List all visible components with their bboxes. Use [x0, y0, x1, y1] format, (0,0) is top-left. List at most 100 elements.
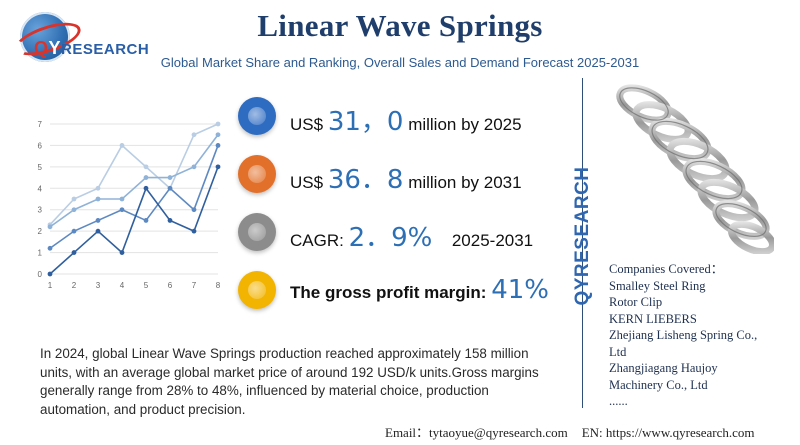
data-point: [143, 185, 149, 191]
stat-suffix: million by 2025: [408, 115, 522, 134]
data-point: [143, 218, 149, 223]
globe-icon: [238, 271, 276, 309]
x-tick-label: 4: [120, 281, 125, 290]
globe-icon: [20, 12, 70, 62]
companies-covered: Companies Covered： Smalley Steel Ring Ro…: [609, 261, 799, 410]
stat-2031: US$ 36．8 million by 2031: [238, 155, 568, 195]
x-tick-label: 5: [144, 281, 149, 290]
x-tick-label: 6: [168, 281, 173, 290]
stat-value: 41%: [491, 275, 549, 305]
stat-value: 2．9%: [348, 223, 433, 253]
data-point: [119, 207, 125, 213]
globe-icon: [238, 155, 276, 193]
y-tick-label: 6: [38, 141, 43, 150]
data-point: [191, 164, 197, 170]
data-point: [143, 175, 149, 180]
contact-footer: Email：tytaoyue@qyresearch.com EN: https:/…: [385, 422, 755, 441]
stat-suffix: million by 2031: [408, 173, 522, 192]
data-point: [215, 143, 221, 148]
stat-prefix: US$: [290, 173, 324, 192]
stat-text: CAGR: 2．9% 2025-2031: [290, 217, 533, 254]
company-item: Rotor Clip: [609, 295, 663, 309]
market-description: In 2024, global Linear Wave Springs prod…: [40, 346, 539, 417]
data-point: [191, 207, 197, 213]
company-item: Smalley Steel Ring: [609, 278, 706, 293]
x-tick-label: 7: [192, 281, 197, 290]
x-tick-label: 2: [72, 281, 77, 290]
globe-icon: [238, 213, 276, 251]
spring-image: [604, 82, 776, 256]
qyresearch-logo: QYRESEARCH: [11, 10, 151, 66]
globe-icon: [238, 97, 276, 135]
y-tick-label: 4: [38, 184, 43, 193]
data-point: [95, 185, 101, 191]
y-tick-label: 3: [38, 206, 43, 215]
stat-text: US$ 31，0 million by 2025: [290, 101, 522, 138]
data-point: [47, 271, 53, 277]
data-point: [71, 228, 77, 234]
data-point: [167, 175, 173, 180]
stat-cagr: CAGR: 2．9% 2025-2031: [238, 213, 568, 253]
data-point: [119, 196, 125, 202]
series-line: [49, 134, 219, 228]
data-point: [191, 228, 197, 234]
y-tick-label: 0: [38, 270, 43, 279]
stat-value: 31，0: [327, 107, 404, 137]
page-title: Linear Wave Springs: [257, 8, 543, 43]
stat-2025: US$ 31，0 million by 2025: [238, 97, 568, 137]
series-line: [49, 123, 219, 226]
data-point: [95, 196, 101, 202]
company-item: Zhejiang Lisheng Spring Co.,: [609, 328, 758, 342]
page-subtitle: Global Market Share and Ranking, Overall…: [160, 55, 640, 70]
email-label: Email：: [385, 425, 430, 440]
spring-illustration: [604, 82, 776, 256]
vertical-brand: QYRESEARCH: [568, 166, 598, 310]
stat-prefix: CAGR:: [290, 231, 344, 250]
data-point: [47, 245, 53, 251]
data-point: [215, 132, 221, 138]
email-link[interactable]: tytaoyue@qyresearch.com: [429, 425, 568, 440]
series-line: [49, 166, 219, 275]
website-label: EN:: [581, 425, 603, 440]
data-point: [71, 207, 77, 213]
company-item: ......: [609, 394, 628, 408]
data-point: [215, 121, 221, 127]
data-point: [95, 218, 101, 223]
stat-text: The gross profit margin: 41%: [290, 275, 549, 305]
data-point: [71, 250, 77, 255]
series-line: [49, 145, 219, 249]
data-point: [191, 132, 197, 138]
company-item: Ltd: [609, 344, 627, 359]
x-tick-label: 3: [96, 281, 101, 290]
logo-text: QYRESEARCH: [34, 38, 150, 58]
y-tick-label: 7: [38, 120, 43, 129]
vertical-divider: [582, 78, 583, 408]
data-point: [47, 224, 53, 230]
y-tick-label: 5: [38, 163, 43, 172]
data-point: [119, 250, 125, 255]
y-tick-label: 2: [38, 227, 43, 236]
companies-heading: Companies Covered：: [609, 262, 724, 276]
data-point: [95, 228, 101, 234]
data-point: [167, 218, 173, 223]
company-item: KERN LIEBERS: [609, 311, 697, 326]
stat-suffix: 2025-2031: [451, 231, 534, 250]
company-item: Zhangjiagang Haujoy: [609, 361, 718, 375]
stat-value: 36．8: [327, 165, 404, 195]
stat-prefix: The gross profit margin:: [290, 283, 487, 302]
data-point: [167, 185, 173, 191]
stat-gross-margin: The gross profit margin: 41%: [238, 271, 568, 311]
x-tick-label: 1: [48, 281, 53, 290]
stat-text: US$ 36．8 million by 2031: [290, 159, 522, 196]
stat-prefix: US$: [290, 115, 324, 134]
website-link[interactable]: https://www.qyresearch.com: [605, 425, 755, 440]
data-point: [215, 164, 221, 170]
company-item: Machinery Co., Ltd: [609, 377, 708, 392]
x-tick-label: 8: [216, 281, 221, 290]
data-point: [71, 196, 77, 202]
data-point: [143, 164, 149, 170]
data-point: [119, 143, 125, 148]
vertical-brand-text: QYRESEARCH: [572, 166, 593, 306]
